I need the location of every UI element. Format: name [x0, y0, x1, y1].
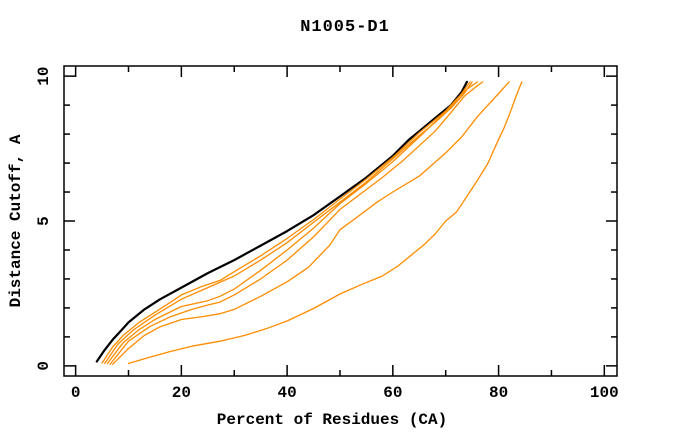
y-axis-label: Distance Cutoff, A: [7, 134, 25, 307]
plot-frame: [63, 65, 618, 377]
chart-title: N1005-D1: [300, 18, 390, 37]
plot-generated-layer: 0 20 40 60 80 100 0 5 10: [35, 65, 619, 402]
y-tick-label-10: 10: [35, 67, 53, 86]
x-tick-label-100: 100: [590, 384, 619, 402]
orange-curve-1: [101, 81, 471, 364]
orange-curve-3: [106, 81, 479, 365]
x-tick-label-20: 20: [172, 384, 191, 402]
orange-curve-6: [127, 81, 523, 365]
y-tick-label-0: 0: [35, 361, 53, 371]
x-axis-label: Percent of Residues (CA): [217, 411, 447, 429]
black-curve: [95, 80, 468, 363]
x-tick-label-0: 0: [71, 384, 81, 402]
x-tick-label-80: 80: [489, 384, 508, 402]
orange-curve-5: [111, 81, 510, 366]
orange-curve-4: [109, 81, 484, 366]
x-tick-label-60: 60: [383, 384, 402, 402]
x-tick-label-40: 40: [278, 384, 297, 402]
y-tick-label-5: 5: [35, 216, 53, 226]
